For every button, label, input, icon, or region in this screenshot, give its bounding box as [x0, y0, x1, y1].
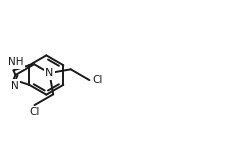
Text: Cl: Cl: [29, 107, 40, 117]
Text: N: N: [45, 68, 54, 78]
Text: Cl: Cl: [92, 75, 103, 85]
Text: N: N: [10, 81, 18, 91]
Text: NH: NH: [8, 57, 23, 67]
